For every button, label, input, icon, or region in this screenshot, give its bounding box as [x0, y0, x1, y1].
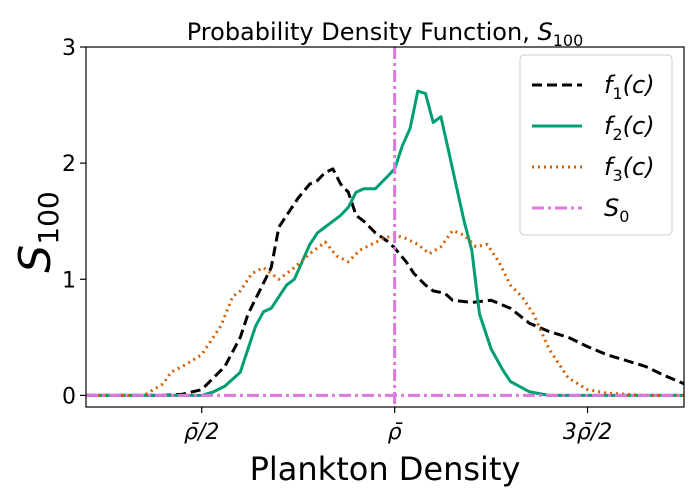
x-tick-label: ρ̄: [388, 420, 403, 445]
legend-label-f2: f2(c): [604, 112, 655, 144]
y-tick-label: 3: [62, 36, 76, 61]
x-tick-label: ρ̄/2: [184, 420, 219, 445]
series-line-f2: [86, 89, 684, 397]
tick-layer: ρ̄/2 ρ̄ 3ρ̄/2 0 1 2 3: [62, 36, 612, 445]
y-tick-label: 2: [62, 152, 76, 177]
legend-box: [519, 54, 673, 236]
legend-label-f1: f1(c): [604, 71, 655, 103]
chart-title: Probability Density Function, S100: [187, 18, 584, 50]
y-tick-label: 0: [62, 384, 76, 409]
y-axis-label: S100: [10, 191, 65, 272]
x-tick-label: 3ρ̄/2: [563, 420, 612, 445]
series-layer: [86, 47, 685, 407]
y-tick-label: 1: [62, 268, 76, 293]
plot-frame: [85, 46, 685, 408]
legend-label-S0: S0: [604, 194, 629, 226]
legend: f1(c) f2(c) f3(c) S0: [519, 54, 673, 236]
legend-label-f3: f3(c): [604, 153, 655, 185]
series-line-f1: [86, 167, 685, 397]
x-axis-label: Plankton Density: [250, 450, 521, 488]
series-line-f3: [86, 229, 684, 397]
